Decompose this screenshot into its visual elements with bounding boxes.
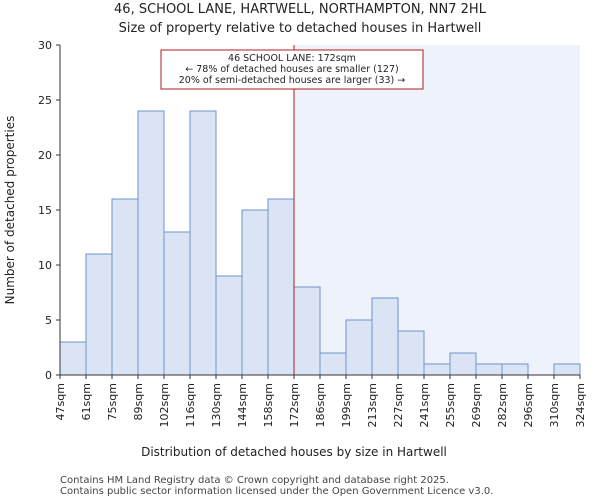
- x-tick-label: 324sqm: [574, 383, 587, 427]
- annotation-line-2: ← 78% of detached houses are smaller (12…: [185, 64, 398, 75]
- x-tick-label: 75sqm: [106, 383, 119, 420]
- y-tick-label: 25: [38, 94, 52, 107]
- x-tick-label: 102sqm: [158, 383, 171, 427]
- x-tick-label: 158sqm: [262, 383, 275, 427]
- bar-199sqm: [345, 319, 373, 376]
- y-axis-label: Number of detached properties: [3, 116, 17, 305]
- x-tick-label: 116sqm: [184, 383, 197, 427]
- footer-line-1: Contains HM Land Registry data © Crown c…: [60, 475, 449, 486]
- bar-158sqm: [267, 198, 295, 376]
- bar-47sqm: [59, 341, 87, 376]
- bar-144sqm: [241, 209, 269, 376]
- x-tick-label: 61sqm: [80, 383, 93, 420]
- bar-282sqm: [501, 363, 529, 376]
- bar-89sqm: [137, 110, 165, 376]
- bar-213sqm: [371, 297, 399, 376]
- y-tick-label: 10: [38, 259, 52, 272]
- x-tick-label: 269sqm: [470, 383, 483, 427]
- bar-172sqm: [293, 286, 321, 376]
- larger-region-shade: [294, 45, 580, 375]
- x-tick-label: 130sqm: [210, 383, 223, 427]
- y-tick-label: 5: [45, 314, 52, 327]
- x-tick-label: 199sqm: [340, 383, 353, 427]
- y-tick-label: 30: [38, 39, 52, 52]
- x-tick-label: 310sqm: [548, 383, 561, 427]
- bar-61sqm: [85, 253, 113, 376]
- bar-75sqm: [111, 198, 139, 376]
- annotation-line-1: 46 SCHOOL LANE: 172sqm: [228, 53, 356, 64]
- bar-255sqm: [449, 352, 477, 376]
- bar-102sqm: [163, 231, 191, 376]
- bar-310sqm: [553, 363, 581, 376]
- y-tick-label: 20: [38, 149, 52, 162]
- bar-116sqm: [189, 110, 217, 376]
- bar-186sqm: [319, 352, 347, 376]
- x-tick-label: 186sqm: [314, 383, 327, 427]
- x-tick-label: 144sqm: [236, 383, 249, 427]
- bar-130sqm: [215, 275, 243, 376]
- bar-241sqm: [423, 363, 451, 376]
- x-tick-label: 255sqm: [444, 383, 457, 427]
- y-tick-label: 0: [45, 369, 52, 382]
- x-tick-label: 282sqm: [496, 383, 509, 427]
- plot-area: 0 5 10 15 20 25 30 47sqm 61sqm 75sqm 89sqm 102sqm 1…: [38, 39, 587, 427]
- annotation-box: 46 SCHOOL LANE: 172sqm ← 78% of detached…: [160, 49, 424, 90]
- x-tick-label: 47sqm: [54, 383, 67, 420]
- bar-269sqm: [475, 363, 503, 376]
- y-ticks: 0 5 10 15 20 25 30: [38, 39, 60, 382]
- x-tick-label: 172sqm: [288, 383, 301, 427]
- x-tick-label: 296sqm: [522, 383, 535, 427]
- annotation-line-3: 20% of semi-detached houses are larger (…: [179, 75, 406, 86]
- x-tick-label: 213sqm: [366, 383, 379, 427]
- bar-227sqm: [397, 330, 425, 376]
- y-tick-label: 15: [38, 204, 52, 217]
- chart-title: 46, SCHOOL LANE, HARTWELL, NORTHAMPTON, …: [114, 2, 487, 17]
- x-ticks: 47sqm 61sqm 75sqm 89sqm 102sqm 116sqm 130sqm 14…: [54, 375, 587, 427]
- footer-line-2: Contains public sector information licen…: [60, 486, 493, 497]
- annotation-frame: [160, 49, 424, 90]
- x-tick-label: 89sqm: [132, 383, 145, 420]
- chart-subtitle: Size of property relative to detached ho…: [119, 21, 482, 36]
- x-tick-label: 241sqm: [418, 383, 431, 427]
- x-axis-label: Distribution of detached houses by size …: [141, 445, 447, 459]
- bars-group: [59, 110, 581, 376]
- x-tick-label: 227sqm: [392, 383, 405, 427]
